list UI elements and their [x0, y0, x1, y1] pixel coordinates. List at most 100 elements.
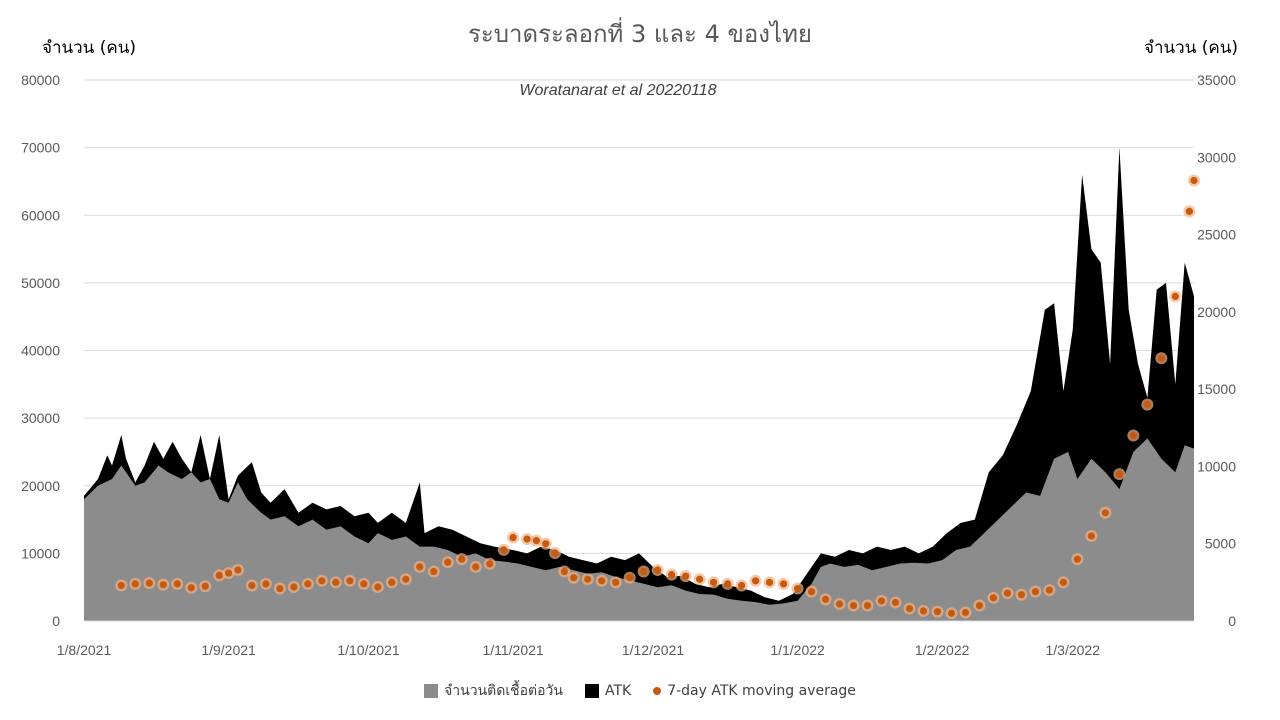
chart-subtitle: Woratanarat et al 20220118: [519, 82, 717, 99]
ma-point: [738, 581, 746, 590]
ma-point: [486, 560, 494, 568]
y-left-tick-label: 30000: [21, 410, 60, 426]
ma-point: [173, 580, 181, 588]
y-right-tick-label: 0: [1228, 613, 1236, 629]
ma-point: [1045, 586, 1054, 594]
ma-point: [444, 558, 452, 566]
ma-point: [905, 605, 914, 613]
ma-point: [1190, 176, 1198, 185]
ma-point: [523, 535, 531, 543]
y-right-tick-label: 25000: [1197, 227, 1236, 243]
ma-point: [584, 575, 592, 583]
ma-point: [560, 567, 568, 576]
ma-point: [1073, 555, 1082, 563]
legend-swatch-cases: [424, 684, 439, 698]
ma-point: [933, 608, 942, 616]
ma-point: [849, 601, 858, 610]
y-right-tick-label: 20000: [1197, 304, 1236, 320]
ma-point: [1115, 470, 1123, 478]
ma-point: [1129, 431, 1137, 440]
ma-point: [682, 572, 690, 580]
ma-point: [1003, 589, 1012, 597]
ma-point: [1017, 591, 1026, 599]
ma-point: [751, 577, 760, 585]
x-tick-label: 1/2/2022: [915, 642, 970, 658]
ma-point: [1157, 354, 1165, 362]
x-tick-label: 1/11/2021: [482, 642, 543, 658]
ma-point: [612, 578, 620, 586]
ma-point: [131, 580, 139, 588]
ma-point: [360, 580, 368, 588]
y-left-tick-label: 20000: [21, 478, 60, 494]
y-left-tick-label: 40000: [21, 343, 60, 359]
ma-point: [551, 549, 559, 557]
x-tick-label: 1/10/2021: [337, 642, 399, 658]
ma-point: [1059, 578, 1068, 586]
y-right-tick-label: 35000: [1197, 72, 1236, 88]
ma-point: [947, 609, 956, 617]
ma-point: [1031, 588, 1040, 596]
ma-point: [1101, 509, 1109, 517]
ma-point: [346, 577, 354, 585]
ma-point: [696, 575, 704, 583]
ma-point: [402, 575, 410, 583]
ma-point: [304, 580, 312, 588]
ma-point: [215, 571, 223, 580]
legend-item-cases: จำนวนติดเชื้อต่อวัน: [424, 680, 563, 702]
ma-point: [187, 584, 195, 592]
y-left-tick-label: 60000: [21, 207, 60, 223]
ma-point: [877, 597, 886, 605]
ma-point: [500, 546, 508, 554]
y-right-tick-label: 5000: [1205, 536, 1236, 552]
ma-point: [961, 608, 970, 617]
legend-swatch-atk: [584, 684, 599, 698]
ma-point: [570, 574, 578, 582]
legend: จำนวนติดเชื้อต่อวัน ATK 7-day ATK moving…: [0, 680, 1280, 702]
y-left-tick-label: 70000: [21, 140, 60, 156]
ma-point: [416, 563, 424, 571]
ma-point: [1171, 292, 1179, 300]
legend-item-atk: ATK: [584, 683, 631, 699]
ma-point: [542, 540, 550, 548]
ma-point: [318, 577, 326, 585]
ma-point: [1143, 401, 1151, 409]
cases-area: [84, 438, 1194, 621]
ma-point: [159, 581, 167, 589]
ma-point: [509, 533, 517, 542]
ma-point: [248, 581, 256, 590]
ma-point: [640, 567, 648, 576]
ma-point: [117, 581, 125, 590]
ma-point: [807, 588, 816, 596]
x-tick-label: 1/1/2022: [770, 642, 825, 658]
ma-point: [458, 555, 466, 563]
ma-point: [276, 584, 284, 593]
ma-point: [765, 578, 774, 586]
ma-point: [1185, 207, 1193, 215]
ma-point: [724, 580, 732, 588]
y-left-tick-label: 80000: [21, 72, 60, 88]
ma-point: [290, 583, 298, 591]
ma-point: [863, 601, 872, 610]
ma-point: [332, 578, 340, 586]
y-right-tick-label: 15000: [1197, 381, 1236, 397]
ma-point: [975, 601, 984, 610]
ma-point: [430, 567, 438, 576]
ma-point: [262, 580, 270, 588]
legend-item-ma: 7-day ATK moving average: [653, 683, 856, 699]
ma-point: [668, 571, 676, 579]
ma-point: [654, 566, 662, 574]
y-left-tick-label: 50000: [21, 275, 60, 291]
ma-point: [989, 594, 998, 602]
x-tick-label: 1/8/2021: [57, 642, 112, 658]
y-axis-right-label: จำนวน (คน): [1144, 38, 1238, 58]
y-axis-left-label: จำนวน (คน): [42, 38, 136, 58]
y-right-tick-label: 10000: [1197, 458, 1236, 474]
ma-point: [919, 607, 928, 615]
legend-swatch-ma: [653, 687, 662, 695]
ma-point: [1087, 532, 1095, 540]
ma-point: [793, 584, 802, 593]
ma-point: [710, 578, 718, 586]
x-tick-label: 1/3/2022: [1045, 642, 1100, 658]
ma-point: [234, 566, 242, 574]
ma-point: [224, 569, 233, 577]
